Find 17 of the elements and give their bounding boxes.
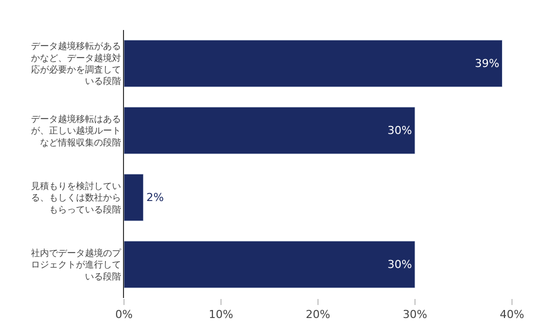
bar (124, 40, 503, 88)
y-tick-label: データ越境移転があるかなど、データ越境対応が必要かを調査している段階 (31, 41, 122, 88)
bar (124, 106, 416, 154)
data-label: 39% (474, 57, 500, 70)
y-tick-label: 見積もりを検討している、もしくは数社からもらっている段階 (31, 180, 122, 216)
bar (124, 174, 144, 222)
x-tick-label: 0% (115, 308, 133, 322)
x-tick-label: 20% (306, 308, 330, 322)
x-tick-label: 40% (500, 308, 524, 322)
x-tick-label: 10% (208, 308, 234, 322)
y-tick-label: 社内でデータ越境のプロジェクトが進行している段階 (31, 248, 122, 282)
y-tick-label: データ越境移転はあるが、正しい越境ルートなど情報収集の段階 (31, 114, 122, 148)
data-label: 2% (146, 191, 164, 204)
bar (124, 240, 416, 288)
data-label: 30% (388, 258, 412, 271)
data-label: 30% (388, 124, 412, 137)
x-tick-label: 30% (402, 308, 428, 322)
